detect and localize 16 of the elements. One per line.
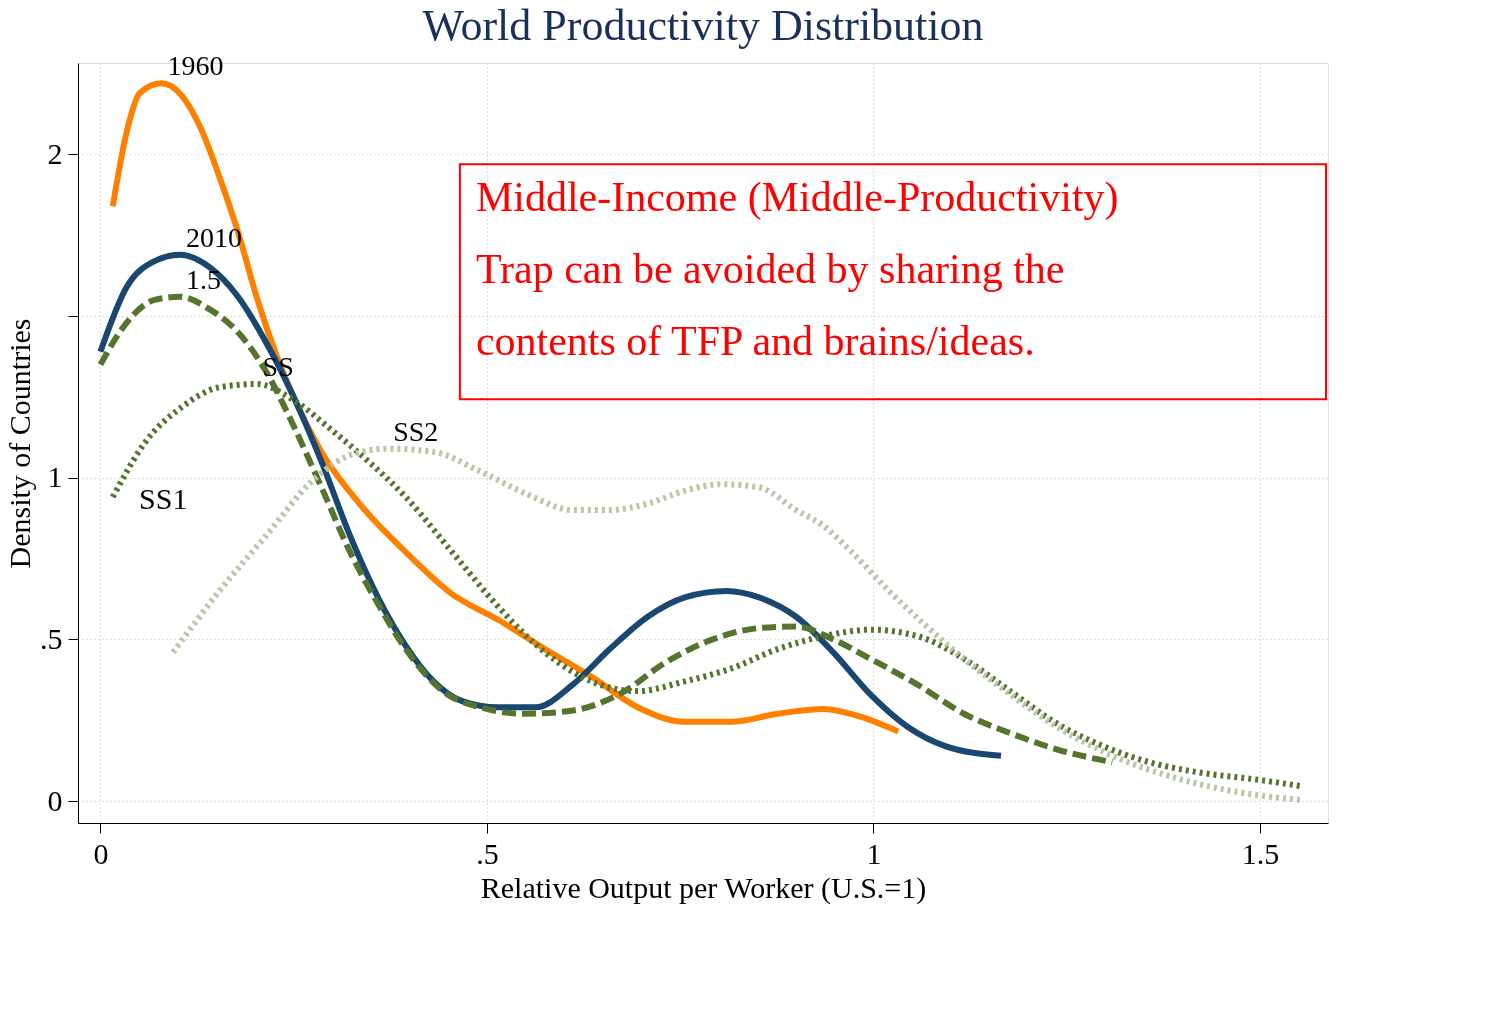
annotation: SS1	[139, 482, 188, 516]
series-label: SS2	[393, 415, 439, 447]
y-axis-title: Density of Countries	[3, 318, 36, 569]
x-tick-label: .5	[476, 836, 499, 870]
y-tick-label: 2	[47, 136, 63, 170]
y-tick-label: .5	[40, 621, 63, 655]
series-label: 1960	[167, 50, 224, 82]
annotation: Middle-Income (Middle-Productivity) Trap can be avoided by sharing the contents of TFP and brains/ideas.	[475, 174, 1119, 365]
series-label: 1.5	[186, 263, 222, 295]
x-tick-label: 1.5	[1241, 836, 1280, 870]
x-tick-label: 1	[866, 836, 882, 870]
chart-title: World Productivity Distribution	[422, 1, 984, 51]
x-axis-title: Relative Output per Worker (U.S.=1)	[480, 870, 927, 905]
x-tick-label: 0	[93, 836, 109, 870]
y-tick-label: 1	[47, 460, 63, 494]
y-tick-label: 0	[47, 783, 63, 817]
